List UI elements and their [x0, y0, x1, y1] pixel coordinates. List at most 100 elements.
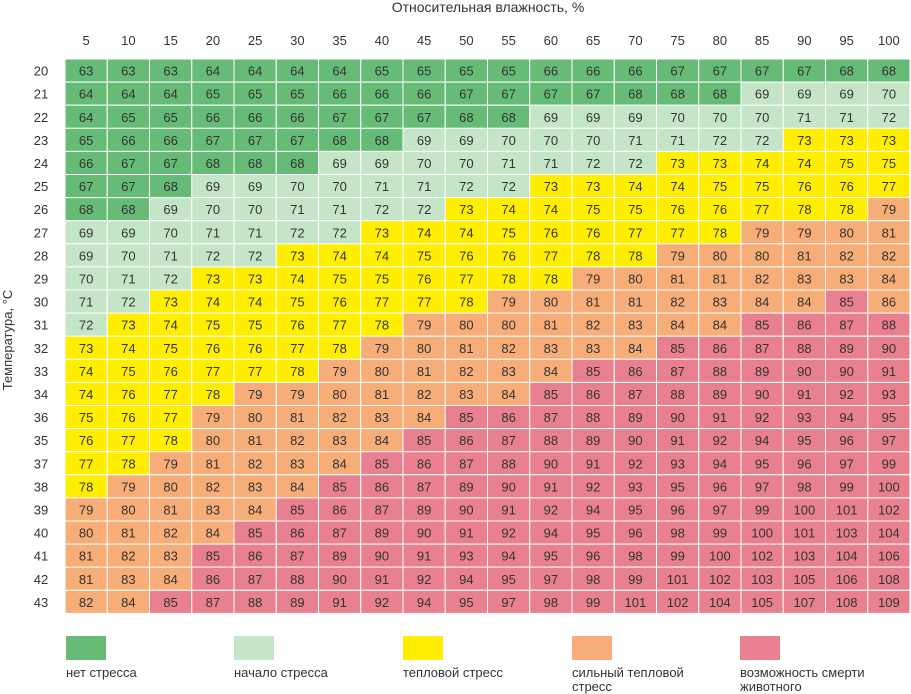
heatmap-cell-value: 86	[290, 526, 304, 541]
heatmap-cell-value: 77	[375, 295, 389, 310]
heatmap-cell-value: 66	[332, 87, 346, 102]
heatmap-cell-value: 69	[79, 248, 93, 263]
heatmap-cell-value: 83	[121, 572, 135, 587]
heatmap-cell-value: 85	[163, 595, 177, 610]
heatmap-cell-value: 72	[290, 225, 304, 240]
heatmap-cell-value: 95	[670, 479, 684, 494]
heatmap-cell-value: 67	[121, 156, 135, 171]
y-tick-label: 32	[34, 341, 48, 356]
heatmap-cell-value: 73	[882, 133, 896, 148]
heatmap-cell-value: 90	[417, 526, 431, 541]
thi-heatmap-chart: Относительная влажность, % Температура, …	[0, 0, 911, 614]
legend-item-possible-death: возможность смерти животного	[740, 636, 890, 694]
heatmap-cell-value: 77	[417, 295, 431, 310]
x-tick-label: 95	[839, 33, 853, 48]
heatmap-cell-value: 65	[79, 133, 93, 148]
heatmap-cell-value: 69	[375, 156, 389, 171]
heatmap-cell-value: 70	[332, 179, 346, 194]
heatmap-cell-value: 103	[794, 549, 816, 564]
heatmap-cell-value: 89	[417, 502, 431, 517]
heatmap-cell-value: 94	[417, 595, 431, 610]
heatmap-cell-value: 84	[755, 295, 769, 310]
heatmap-cell-value: 88	[586, 410, 600, 425]
heatmap-cell-value: 100	[709, 549, 731, 564]
heatmap-cell-value: 95	[882, 410, 896, 425]
heatmap-cell-value: 91	[586, 456, 600, 471]
heatmap-cell-value: 99	[839, 479, 853, 494]
heatmap-cell-value: 76	[417, 271, 431, 286]
legend-swatch-no-stress	[66, 636, 106, 660]
legend-item-no-stress: нет стресса	[66, 636, 137, 680]
heatmap-cell-value: 79	[797, 225, 811, 240]
heatmap-cell-value: 79	[586, 271, 600, 286]
heatmap-cell-value: 98	[544, 595, 558, 610]
heatmap-cells: 63 63 63 64 64 64 64 65 65 65 65 66 66 66 67 67 67 67 68 68…	[64, 58, 911, 614]
x-tick-label: 40	[375, 33, 389, 48]
x-tick-label: 10	[121, 33, 135, 48]
x-tick-label: 85	[755, 33, 769, 48]
heatmap-cell-value: 76	[586, 225, 600, 240]
heatmap-cell-value: 99	[670, 549, 684, 564]
heatmap-cell-value: 78	[839, 202, 853, 217]
heatmap-cell-value: 78	[375, 318, 389, 333]
heatmap-cell-value: 94	[459, 572, 473, 587]
heatmap-cell-value: 92	[417, 572, 431, 587]
heatmap-cell-value: 68	[332, 133, 346, 148]
heatmap-cell-value: 83	[544, 341, 558, 356]
heatmap-cell-value: 80	[501, 318, 515, 333]
heatmap-cell-value: 74	[79, 387, 93, 402]
heatmap-cell-value: 73	[797, 133, 811, 148]
heatmap-cell-value: 80	[544, 295, 558, 310]
heatmap-cell-value: 91	[332, 595, 346, 610]
heatmap-cell-value: 90	[882, 341, 896, 356]
heatmap-cell-value: 69	[755, 87, 769, 102]
heatmap-cell-value: 76	[121, 410, 135, 425]
heatmap-cell-value: 65	[375, 64, 389, 79]
heatmap-cell-value: 81	[459, 341, 473, 356]
heatmap-cell-value: 76	[459, 248, 473, 263]
heatmap-cell-value: 107	[794, 595, 816, 610]
heatmap-cell-value: 82	[79, 595, 93, 610]
heatmap-cell-value: 66	[121, 133, 135, 148]
heatmap-cell-value: 76	[79, 433, 93, 448]
heatmap-cell-value: 75	[206, 318, 220, 333]
heatmap-cell-value: 84	[248, 502, 262, 517]
heatmap-cell-value: 89	[628, 410, 642, 425]
heatmap-cell-value: 92	[544, 502, 558, 517]
heatmap-cell-value: 74	[417, 225, 431, 240]
heatmap-cell-value: 94	[586, 502, 600, 517]
heatmap-cell-value: 75	[839, 156, 853, 171]
heatmap-cell-value: 99	[882, 456, 896, 471]
heatmap-cell-value: 97	[839, 456, 853, 471]
heatmap-cell-value: 74	[628, 179, 642, 194]
heatmap-cell-value: 78	[332, 341, 346, 356]
heatmap-cell-value: 103	[836, 526, 858, 541]
heatmap-cell-value: 84	[882, 271, 896, 286]
heatmap-cell-value: 76	[670, 202, 684, 217]
heatmap-cell-value: 106	[878, 549, 900, 564]
heatmap-cell-value: 91	[544, 479, 558, 494]
heatmap-cell-value: 67	[586, 87, 600, 102]
heatmap-cell-value: 81	[79, 572, 93, 587]
y-tick-label: 23	[34, 133, 48, 148]
heatmap-cell-value: 77	[544, 248, 558, 263]
heatmap-cell-value: 78	[163, 433, 177, 448]
heatmap-cell-value: 72	[755, 133, 769, 148]
heatmap-cell-value: 79	[79, 502, 93, 517]
heatmap-cell-value: 69	[248, 179, 262, 194]
heatmap-cell-value: 95	[755, 456, 769, 471]
heatmap-cell-value: 74	[797, 156, 811, 171]
heatmap-cell-value: 71	[839, 110, 853, 125]
heatmap-cell-value: 65	[501, 64, 515, 79]
heatmap-cell-value: 83	[206, 502, 220, 517]
heatmap-cell-value: 86	[375, 479, 389, 494]
heatmap-cell-value: 96	[797, 456, 811, 471]
heatmap-cell-value: 68	[375, 133, 389, 148]
heatmap-cell-value: 75	[882, 156, 896, 171]
x-tick-label: 55	[501, 33, 515, 48]
heatmap-cell-value: 78	[501, 271, 515, 286]
heatmap-cell-value: 65	[290, 87, 304, 102]
heatmap-cell-value: 83	[628, 318, 642, 333]
heatmap-cell-value: 67	[417, 110, 431, 125]
heatmap-cell-value: 102	[709, 572, 731, 587]
